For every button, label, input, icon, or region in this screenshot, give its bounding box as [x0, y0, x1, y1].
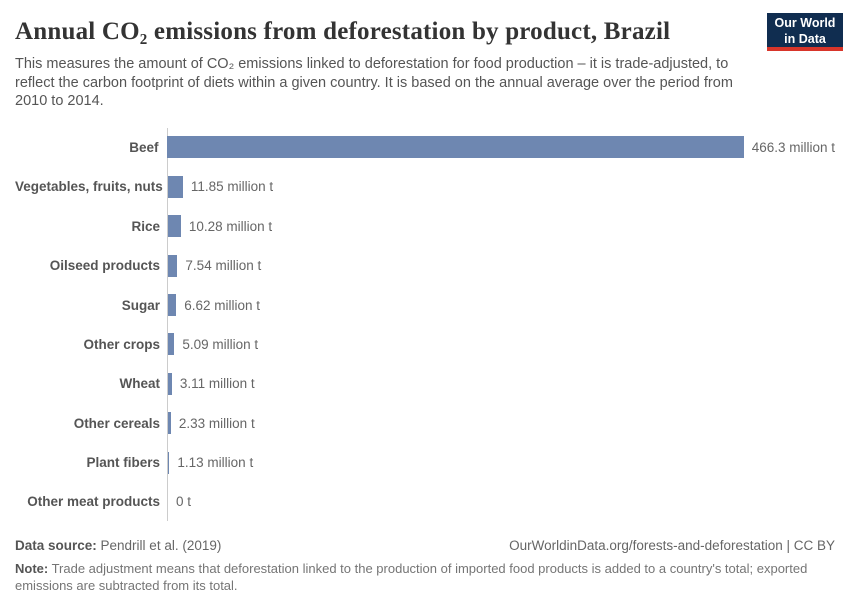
- category-label: Plant fibers: [86, 455, 160, 471]
- value-label: 10.28 million t: [188, 218, 273, 234]
- note-text: Trade adjustment means that deforestatio…: [15, 560, 808, 594]
- bar[interactable]: [168, 412, 171, 435]
- chart-row: Sugar 6.62 million t: [15, 285, 835, 324]
- chart-title: Annual CO₂ emissions from deforestation …: [15, 18, 671, 45]
- value-label: 11.85 million t: [190, 179, 274, 195]
- value-label: 5.09 million t: [182, 336, 259, 352]
- data-source-label: Data source:: [15, 537, 97, 553]
- bar[interactable]: [168, 451, 170, 474]
- chart-row: Beef 466.3 million t: [15, 128, 835, 167]
- category-label: Oilseed products: [49, 258, 160, 274]
- note-label: Note:: [15, 560, 49, 576]
- value-label: 2.33 million t: [178, 415, 255, 431]
- chart-row: Vegetables, fruits, nuts 11.85 million t: [15, 167, 835, 206]
- chart-row: Oilseed products 7.54 million t: [15, 246, 835, 285]
- owid-logo-line1: Our World: [774, 16, 836, 30]
- bar-chart: Beef 466.3 million t Vegetables, fruits, n…: [15, 127, 835, 522]
- category-label: Vegetables, fruits, nuts: [15, 179, 163, 195]
- data-source-value: Pendrill et al. (2019): [96, 537, 222, 553]
- owid-logo[interactable]: Our World in Data: [767, 13, 843, 51]
- category-label: Wheat: [119, 376, 161, 392]
- category-label: Sugar: [121, 297, 160, 313]
- chart-row: Plant fibers 1.13 million t: [15, 443, 835, 482]
- bar[interactable]: [168, 215, 181, 238]
- data-source: Data source: Pendrill et al. (2019): [15, 538, 221, 553]
- y-axis-line: [167, 127, 168, 521]
- chart-row: Other meat products 0 t: [15, 482, 835, 521]
- value-label: 3.11 million t: [179, 376, 255, 392]
- category-label: Other crops: [83, 336, 160, 352]
- bar[interactable]: [168, 175, 183, 198]
- bar[interactable]: [168, 254, 178, 277]
- value-label: 1.13 million t: [177, 455, 254, 471]
- chart-subtitle: This measures the amount of CO₂ emission…: [15, 56, 733, 110]
- value-label: 0 t: [176, 494, 192, 510]
- chart-row: Other cereals 2.33 million t: [15, 404, 835, 443]
- category-label: Beef: [129, 139, 159, 155]
- category-label: Other cereals: [73, 415, 160, 431]
- chart-row: Other crops 5.09 million t: [15, 325, 835, 364]
- category-label: Other meat products: [27, 494, 160, 510]
- chart-note: Note: Trade adjustment means that defore…: [15, 560, 833, 595]
- value-label: 7.54 million t: [185, 258, 262, 274]
- bar[interactable]: [168, 294, 177, 317]
- chart-rows: Beef 466.3 million t Vegetables, fruits, n…: [15, 128, 835, 522]
- bar[interactable]: [166, 136, 744, 159]
- value-label: 6.62 million t: [184, 297, 261, 313]
- owid-logo-line2: in Data: [784, 32, 826, 46]
- attribution-link[interactable]: OurWorldinData.org/forests-and-deforesta…: [509, 537, 835, 553]
- bar[interactable]: [168, 333, 175, 356]
- chart-footer: Data source: Pendrill et al. (2019) OurW…: [15, 538, 835, 553]
- chart-row: Rice 10.28 million t: [15, 207, 835, 246]
- bar[interactable]: [168, 372, 172, 395]
- chart-row: Wheat 3.11 million t: [15, 364, 835, 403]
- category-label: Rice: [131, 218, 160, 234]
- value-label: 466.3 million t: [751, 139, 835, 155]
